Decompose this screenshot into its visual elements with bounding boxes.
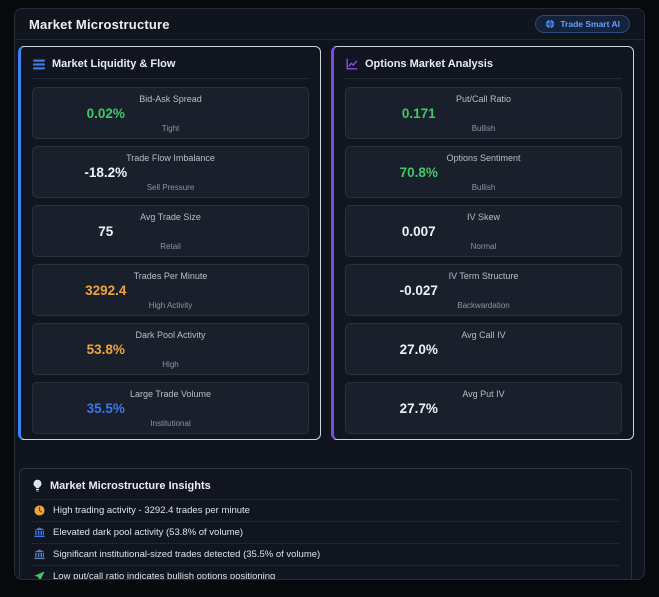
panel-title: Market Liquidity & Flow: [52, 58, 176, 70]
metric-card: Dark Pool Activity 53.8% High: [32, 323, 309, 375]
metric-value: 35.5%: [86, 400, 125, 416]
metric-label: Dark Pool Activity: [135, 330, 206, 340]
metric-subtitle: Retail: [160, 241, 181, 251]
metric-label: IV Term Structure: [448, 271, 519, 281]
dart-icon: [34, 571, 45, 579]
insight-item: High trading activity - 3292.4 trades pe…: [32, 500, 619, 522]
metric-card: Avg Put IV 27.7%: [345, 382, 622, 434]
list-bars-icon: [33, 59, 45, 70]
chart-line-icon: [346, 58, 358, 70]
metric-value: 53.8%: [86, 341, 125, 357]
panel-options-market-analysis: Options Market Analysis Put/Call Ratio 0…: [331, 46, 634, 440]
panel-header: Market Liquidity & Flow: [32, 55, 309, 79]
insights-section: Market Microstructure Insights High trad…: [19, 468, 632, 580]
metric-card: IV Term Structure -0.027 Backwardation: [345, 264, 622, 316]
metric-subtitle: [354, 360, 613, 369]
panel-header: Options Market Analysis: [345, 55, 622, 79]
globe-icon: [545, 19, 555, 29]
metric-subtitle: Backwardation: [457, 300, 510, 310]
insights-list: High trading activity - 3292.4 trades pe…: [32, 500, 619, 580]
panel-body: Bid-Ask Spread 0.02% Tight Trade Flow Im…: [32, 87, 309, 434]
metric-card: Bid-Ask Spread 0.02% Tight: [32, 87, 309, 139]
metric-label: IV Skew: [466, 212, 500, 222]
metric-subtitle: [354, 419, 613, 428]
metric-card: Trades Per Minute 3292.4 High Activity: [32, 264, 309, 316]
metric-label: Large Trade Volume: [129, 389, 212, 399]
metric-subtitle: High Activity: [148, 300, 193, 310]
page-title: Market Microstructure: [29, 16, 170, 32]
insight-text: Low put/call ratio indicates bullish opt…: [53, 571, 276, 580]
metric-card: Large Trade Volume 35.5% Institutional: [32, 382, 309, 434]
metric-card: Put/Call Ratio 0.171 Bullish: [345, 87, 622, 139]
metric-label: Bid-Ask Spread: [139, 94, 202, 104]
metric-card: Avg Call IV 27.0%: [345, 323, 622, 375]
metric-value: -0.027: [399, 282, 438, 298]
insight-item: Significant institutional-sized trades d…: [32, 544, 619, 566]
metric-subtitle: High: [162, 359, 179, 369]
insight-text: Significant institutional-sized trades d…: [53, 549, 321, 560]
clock-icon: [34, 505, 45, 516]
metric-value: 75: [98, 223, 114, 239]
lightbulb-icon: [32, 479, 43, 492]
metric-label: Avg Trade Size: [140, 212, 201, 222]
metric-subtitle: Normal: [470, 241, 497, 251]
insights-title: Market Microstructure Insights: [50, 479, 211, 492]
metric-card: IV Skew 0.007 Normal: [345, 205, 622, 257]
metric-value: 70.8%: [399, 164, 438, 180]
metric-label: Avg Put IV: [462, 389, 505, 399]
institution-icon: [34, 549, 45, 560]
market-microstructure-card: Market Microstructure Trade Smart AI Mar…: [14, 8, 645, 580]
metric-subtitle: Institutional: [150, 418, 191, 428]
metric-card: Trade Flow Imbalance -18.2% Sell Pressur…: [32, 146, 309, 198]
panel-market-liquidity-flow: Market Liquidity & Flow Bid-Ask Spread 0…: [18, 46, 321, 440]
metric-subtitle: Sell Pressure: [146, 182, 195, 192]
metric-label: Avg Call IV: [461, 330, 506, 340]
metric-value: -18.2%: [84, 164, 128, 180]
panels-row: Market Liquidity & Flow Bid-Ask Spread 0…: [18, 46, 634, 440]
app-header: Market Microstructure Trade Smart AI: [15, 9, 644, 40]
metric-label: Put/Call Ratio: [455, 94, 512, 104]
metric-value: 27.7%: [399, 400, 438, 416]
insight-item: Elevated dark pool activity (53.8% of vo…: [32, 522, 619, 544]
bank-icon: [34, 527, 45, 538]
insights-header: Market Microstructure Insights: [32, 477, 619, 500]
insight-item: Low put/call ratio indicates bullish opt…: [32, 566, 619, 580]
metric-subtitle: Bullish: [471, 182, 496, 192]
metric-value: 27.0%: [399, 341, 438, 357]
metric-label: Options Sentiment: [446, 153, 521, 163]
panel-body: Put/Call Ratio 0.171 Bullish Options Sen…: [345, 87, 622, 434]
metric-value: 3292.4: [85, 282, 127, 298]
metric-label: Trades Per Minute: [133, 271, 208, 281]
badge-label: Trade Smart AI: [560, 19, 620, 29]
metric-card: Options Sentiment 70.8% Bullish: [345, 146, 622, 198]
metric-value: 0.007: [401, 223, 436, 239]
trade-smart-ai-badge[interactable]: Trade Smart AI: [535, 15, 630, 33]
insight-text: Elevated dark pool activity (53.8% of vo…: [53, 527, 244, 538]
metric-subtitle: Tight: [161, 123, 180, 133]
insight-text: High trading activity - 3292.4 trades pe…: [53, 505, 250, 516]
metric-card: Avg Trade Size 75 Retail: [32, 205, 309, 257]
metric-value: 0.02%: [86, 105, 125, 121]
metric-value: 0.171: [401, 105, 436, 121]
metric-subtitle: Bullish: [471, 123, 496, 133]
panel-title: Options Market Analysis: [365, 58, 493, 70]
metric-label: Trade Flow Imbalance: [126, 153, 215, 163]
